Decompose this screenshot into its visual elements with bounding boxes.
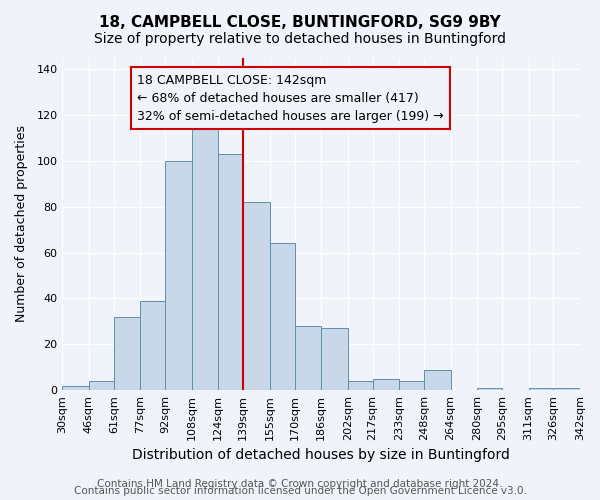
Bar — [399, 381, 424, 390]
Bar — [89, 381, 114, 390]
Text: Contains HM Land Registry data © Crown copyright and database right 2024.: Contains HM Land Registry data © Crown c… — [97, 479, 503, 489]
Bar — [553, 388, 580, 390]
Bar — [62, 386, 89, 390]
Bar — [165, 160, 192, 390]
Bar — [140, 300, 165, 390]
Bar — [192, 120, 218, 390]
Bar — [114, 317, 140, 390]
X-axis label: Distribution of detached houses by size in Buntingford: Distribution of detached houses by size … — [132, 448, 510, 462]
Bar — [348, 381, 373, 390]
Bar — [218, 154, 243, 390]
Bar — [529, 388, 553, 390]
Bar — [477, 388, 502, 390]
Text: Size of property relative to detached houses in Buntingford: Size of property relative to detached ho… — [94, 32, 506, 46]
Bar — [270, 244, 295, 390]
Bar — [373, 378, 399, 390]
Y-axis label: Number of detached properties: Number of detached properties — [15, 126, 28, 322]
Bar — [424, 370, 451, 390]
Text: Contains public sector information licensed under the Open Government Licence v3: Contains public sector information licen… — [74, 486, 526, 496]
Bar — [295, 326, 321, 390]
Bar — [321, 328, 348, 390]
Text: 18 CAMPBELL CLOSE: 142sqm
← 68% of detached houses are smaller (417)
32% of semi: 18 CAMPBELL CLOSE: 142sqm ← 68% of detac… — [137, 74, 443, 122]
Bar — [243, 202, 270, 390]
Text: 18, CAMPBELL CLOSE, BUNTINGFORD, SG9 9BY: 18, CAMPBELL CLOSE, BUNTINGFORD, SG9 9BY — [99, 15, 501, 30]
